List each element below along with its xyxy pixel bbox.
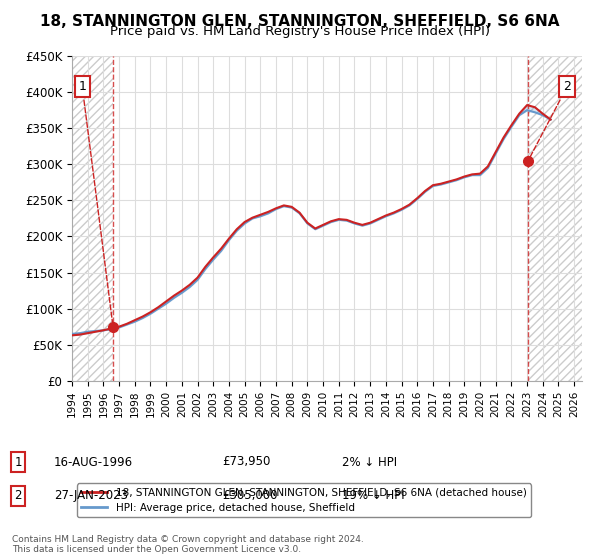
Text: £73,950: £73,950	[222, 455, 271, 469]
Text: 1: 1	[14, 455, 22, 469]
Text: 19% ↓ HPI: 19% ↓ HPI	[342, 489, 404, 502]
Text: 18, STANNINGTON GLEN, STANNINGTON, SHEFFIELD, S6 6NA: 18, STANNINGTON GLEN, STANNINGTON, SHEFF…	[40, 14, 560, 29]
Text: 27-JAN-2023: 27-JAN-2023	[54, 489, 128, 502]
Text: 2% ↓ HPI: 2% ↓ HPI	[342, 455, 397, 469]
Text: 2: 2	[529, 80, 571, 158]
Text: £305,000: £305,000	[222, 489, 277, 502]
Text: 2: 2	[14, 489, 22, 502]
Text: 16-AUG-1996: 16-AUG-1996	[54, 455, 133, 469]
Legend: 18, STANNINGTON GLEN, STANNINGTON, SHEFFIELD, S6 6NA (detached house), HPI: Aver: 18, STANNINGTON GLEN, STANNINGTON, SHEFF…	[77, 483, 531, 517]
Text: 1: 1	[78, 80, 113, 325]
Text: Contains HM Land Registry data © Crown copyright and database right 2024.
This d: Contains HM Land Registry data © Crown c…	[12, 535, 364, 554]
Text: Price paid vs. HM Land Registry's House Price Index (HPI): Price paid vs. HM Land Registry's House …	[110, 25, 490, 38]
